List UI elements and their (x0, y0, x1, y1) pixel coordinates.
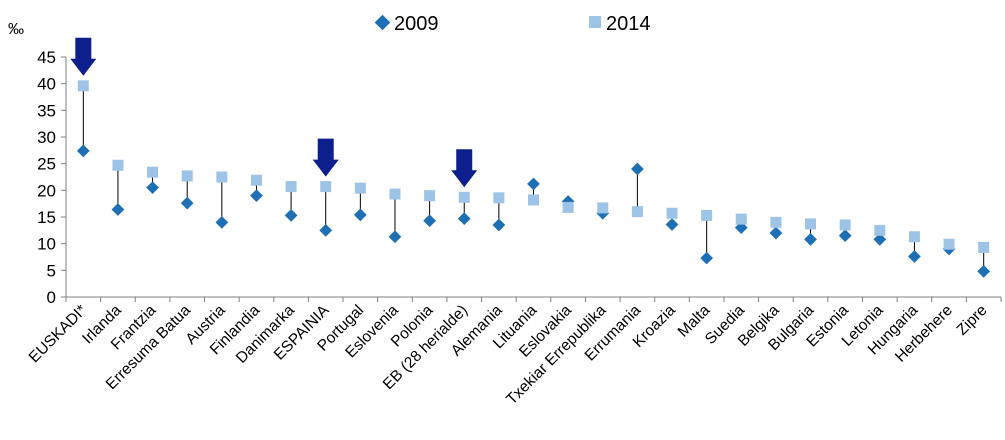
highlight-arrow (312, 138, 339, 177)
y-tick-label: 5 (47, 261, 56, 280)
y-axis-unit: ‰ (8, 21, 24, 38)
point-2014 (805, 218, 817, 230)
point-2014 (666, 207, 678, 219)
legend-label-2014: 2014 (606, 13, 651, 35)
point-2009 (908, 250, 921, 263)
y-tick-label: 30 (37, 128, 56, 147)
legend-item-2014: 2014 (589, 13, 651, 35)
y-tick-label: 20 (37, 181, 56, 200)
point-2009 (631, 162, 644, 176)
point-2014 (978, 241, 990, 253)
y-tick-label: 25 (37, 155, 56, 174)
point-2014 (770, 216, 782, 228)
y-tick-label: 10 (37, 235, 56, 254)
axes: 0 5 10 15 20 25 30 35 40 45 (37, 48, 1002, 307)
point-2014 (839, 219, 851, 231)
highlight-arrow (70, 37, 97, 76)
point-2014 (458, 191, 470, 203)
legend-marker-2014 (589, 16, 601, 28)
highlight-arrows (70, 37, 478, 188)
legend-marker-2009 (374, 14, 391, 31)
point-2009 (527, 177, 540, 191)
point-2009 (700, 251, 714, 265)
point-2014 (320, 181, 332, 193)
legend-label-2009: 2009 (394, 13, 439, 35)
point-2014 (874, 224, 886, 236)
point-2014 (181, 170, 193, 182)
point-2009 (492, 218, 506, 232)
point-2009 (457, 212, 471, 225)
point-2014 (147, 166, 159, 178)
x-tick-label: Zipre (954, 302, 991, 339)
point-2009 (319, 223, 333, 237)
point-2009 (215, 215, 229, 229)
highlight-arrow (451, 149, 478, 188)
point-2014 (424, 190, 436, 202)
point-2009 (111, 203, 125, 216)
point-2009 (769, 226, 783, 240)
y-tick-label: 15 (37, 208, 56, 227)
y-tick-label: 45 (37, 48, 56, 67)
legend: 2009 2014 (374, 13, 651, 35)
point-2014 (562, 201, 574, 213)
y-tick-label: 0 (47, 288, 56, 307)
point-2009 (665, 218, 679, 231)
point-2014 (216, 171, 228, 183)
point-2014 (354, 182, 366, 194)
point-2009 (838, 229, 852, 243)
point-2014 (597, 202, 609, 214)
y-tick-label: 35 (37, 101, 56, 120)
marks (76, 80, 991, 278)
point-2014 (77, 80, 89, 92)
point-2009 (250, 189, 263, 203)
legend-item-2009: 2009 (374, 13, 439, 35)
y-tick-label: 40 (37, 75, 56, 94)
point-2014 (735, 213, 747, 225)
point-2014 (112, 159, 124, 171)
point-2009 (804, 233, 817, 246)
point-2014 (943, 238, 955, 250)
point-2009 (353, 208, 367, 222)
point-2009 (284, 209, 298, 222)
point-2009 (388, 230, 402, 244)
point-2014 (285, 181, 297, 193)
point-2009 (76, 144, 90, 158)
point-2014 (493, 192, 505, 204)
point-2009 (423, 214, 436, 228)
point-2014 (528, 194, 539, 206)
point-2009 (146, 181, 159, 195)
point-2014 (908, 231, 920, 243)
point-2014 (250, 174, 262, 186)
point-2014 (389, 188, 401, 200)
point-2014 (631, 206, 643, 218)
point-2009 (977, 265, 991, 278)
point-2009 (180, 196, 194, 210)
point-2014 (701, 209, 713, 221)
